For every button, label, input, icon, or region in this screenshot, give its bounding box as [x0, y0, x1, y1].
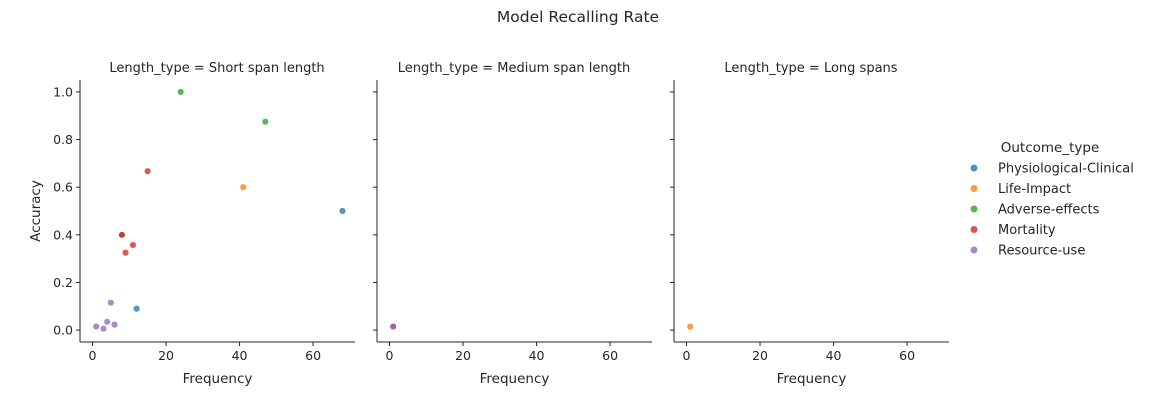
legend-label: Resource-use — [998, 244, 1085, 259]
x-axis-label: Frequency — [777, 371, 847, 387]
data-point — [129, 241, 137, 249]
x-tick-label: 40 — [826, 348, 842, 363]
legend-label: Physiological-Clinical — [998, 162, 1134, 177]
data-point — [133, 305, 141, 313]
x-tick-label: 20 — [752, 348, 768, 363]
legend-marker — [970, 164, 978, 172]
y-tick-label: 0.8 — [53, 132, 73, 147]
y-tick-label: 0.6 — [53, 180, 73, 195]
data-point — [92, 322, 100, 331]
legend-label: Mortality — [998, 223, 1056, 238]
facet-long-span: Length_type = Long spans 0 20 40 60 Frequenc… — [670, 61, 949, 387]
x-tick-label: 60 — [305, 348, 321, 363]
facet-title: Length_type = Medium span length — [398, 61, 630, 76]
data-point — [389, 322, 397, 331]
x-tick-label: 0 — [386, 348, 394, 363]
data-point — [338, 207, 347, 215]
facet-short-span: Length_type = Short span length 0 20 40 60 0… — [53, 61, 355, 387]
x-tick-label: 20 — [158, 348, 174, 363]
x-tick-label: 60 — [899, 348, 915, 363]
data-point — [118, 231, 126, 239]
x-axis-label: Frequency — [183, 371, 253, 387]
data-point — [99, 325, 108, 333]
x-tick-label: 0 — [683, 348, 691, 363]
legend-title: Outcome_type — [1001, 140, 1100, 156]
data-point — [144, 167, 152, 175]
chart-title: Model Recalling Rate — [497, 8, 659, 26]
data-point — [261, 118, 269, 126]
facet-title: Length_type = Long spans — [724, 61, 897, 76]
data-point — [177, 88, 185, 96]
legend-label: Life-Impact — [998, 182, 1071, 197]
facet-medium-span: Length_type = Medium span length 0 20 40 60… — [373, 61, 652, 387]
legend-marker — [970, 246, 978, 254]
legend-label: Adverse-effects — [998, 203, 1100, 218]
y-tick-label: 1.0 — [53, 84, 73, 99]
legend-marker — [970, 205, 978, 213]
y-axis-label: Accuracy — [28, 180, 44, 242]
legend-marker — [970, 226, 978, 233]
data-point — [103, 318, 111, 326]
data-point — [122, 249, 130, 257]
y-tick-label: 0.2 — [53, 275, 73, 290]
x-tick-label: 0 — [89, 348, 97, 363]
x-tick-label: 40 — [232, 348, 248, 363]
legend: Outcome_type Physiological-Clinical Life-… — [970, 140, 1134, 259]
data-point — [686, 322, 694, 331]
y-tick-label: 0.0 — [53, 323, 73, 338]
x-tick-label: 20 — [455, 348, 471, 363]
data-point — [111, 321, 119, 329]
data-point — [239, 183, 247, 191]
facet-title: Length_type = Short span length — [109, 61, 324, 76]
x-tick-label: 40 — [529, 348, 545, 363]
x-axis-label: Frequency — [480, 371, 550, 387]
legend-marker — [970, 185, 978, 192]
y-tick-label: 0.4 — [53, 227, 73, 242]
x-tick-label: 60 — [602, 348, 618, 363]
data-point — [107, 299, 115, 307]
